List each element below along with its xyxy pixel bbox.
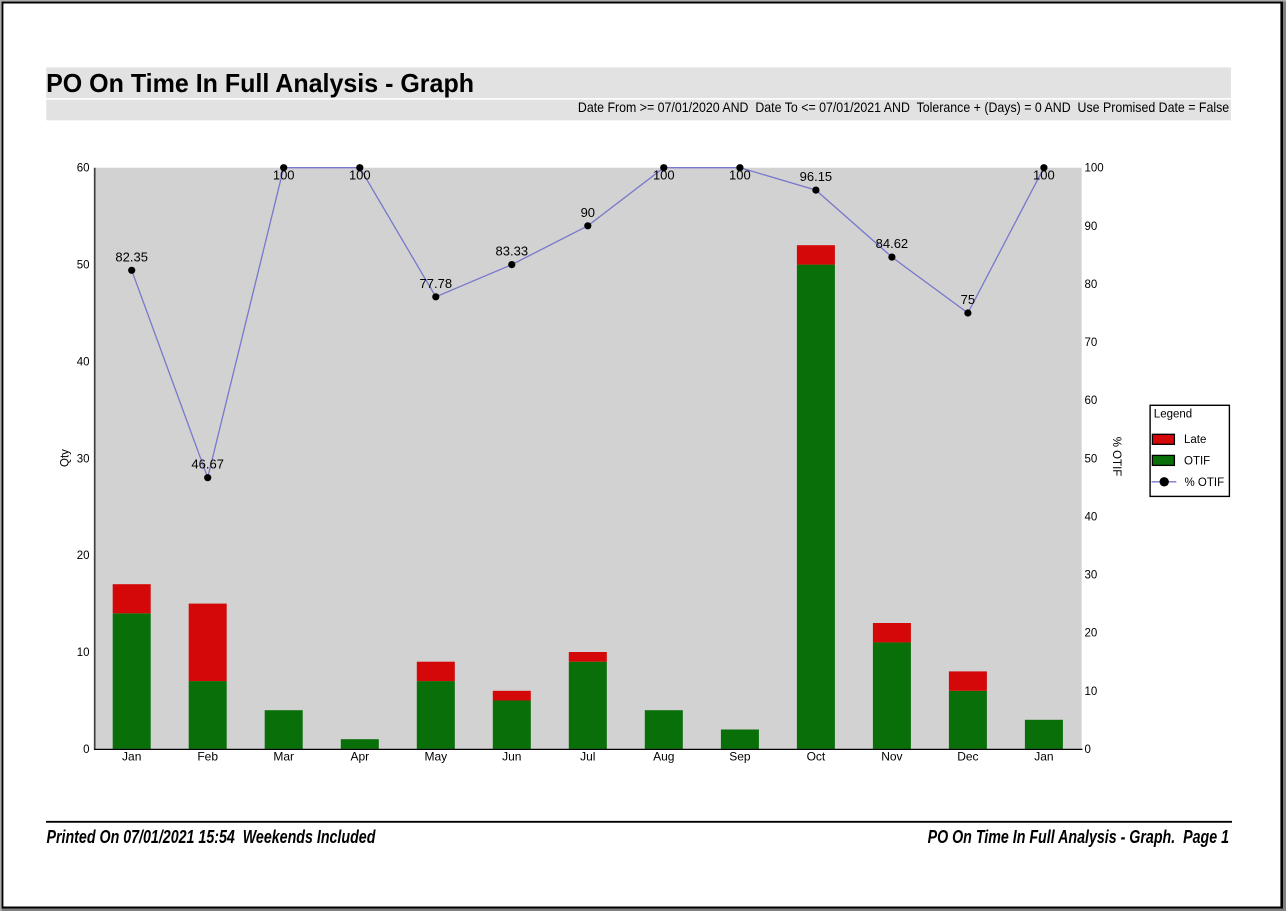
- svg-text:Jan: Jan: [122, 749, 141, 763]
- svg-text:100: 100: [653, 168, 675, 183]
- svg-text:100: 100: [273, 168, 295, 183]
- svg-text:Oct: Oct: [807, 749, 826, 763]
- svg-text:Legend: Legend: [1154, 409, 1192, 421]
- svg-text:20: 20: [77, 550, 90, 562]
- svg-text:70: 70: [1085, 337, 1098, 349]
- svg-text:100: 100: [1085, 163, 1104, 175]
- svg-text:77.78: 77.78: [420, 276, 453, 291]
- svg-text:80: 80: [1085, 279, 1098, 291]
- svg-text:20: 20: [1085, 628, 1098, 640]
- svg-text:0: 0: [1085, 744, 1091, 756]
- svg-text:Feb: Feb: [197, 749, 218, 763]
- svg-text:Qty: Qty: [60, 449, 72, 467]
- svg-text:Jul: Jul: [580, 749, 595, 763]
- svg-text:60: 60: [1085, 395, 1098, 407]
- svg-text:Jan: Jan: [1034, 749, 1053, 763]
- svg-text:30: 30: [77, 453, 90, 465]
- svg-text:60: 60: [77, 163, 90, 175]
- svg-text:PO On Time In Full Analysis -: PO On Time In Full Analysis - Graph. Pag…: [928, 827, 1229, 847]
- svg-text:82.35: 82.35: [115, 249, 148, 264]
- svg-text:96.15: 96.15: [800, 169, 833, 184]
- svg-text:84.62: 84.62: [876, 236, 909, 251]
- svg-text:Printed On 07/01/2021 15:54 W: Printed On 07/01/2021 15:54 Weekends Inc…: [47, 827, 377, 847]
- svg-text:0: 0: [83, 744, 89, 756]
- svg-text:Nov: Nov: [881, 749, 902, 763]
- svg-text:May: May: [424, 749, 447, 763]
- svg-text:PO On Time In Full Analysis -: PO On Time In Full Analysis - Graph: [46, 70, 474, 98]
- svg-text:Dec: Dec: [957, 749, 978, 763]
- svg-text:% OTIF: % OTIF: [1110, 437, 1122, 477]
- svg-text:50: 50: [1085, 453, 1098, 465]
- svg-text:Aug: Aug: [653, 749, 674, 763]
- svg-text:Sep: Sep: [729, 749, 751, 763]
- svg-text:83.33: 83.33: [496, 244, 529, 259]
- svg-text:40: 40: [1085, 511, 1098, 523]
- svg-text:% OTIF: % OTIF: [1185, 477, 1225, 489]
- svg-text:10: 10: [1085, 686, 1098, 698]
- svg-text:Date From >= 07/01/2020 AND D: Date From >= 07/01/2020 AND Date To <= 0…: [578, 99, 1229, 115]
- svg-text:10: 10: [77, 647, 90, 659]
- svg-text:100: 100: [349, 168, 371, 183]
- svg-text:100: 100: [729, 168, 751, 183]
- svg-text:OTIF: OTIF: [1184, 455, 1210, 467]
- svg-text:Late: Late: [1184, 434, 1206, 446]
- svg-text:Mar: Mar: [273, 749, 294, 763]
- svg-text:75: 75: [961, 292, 975, 307]
- svg-text:90: 90: [1085, 221, 1098, 233]
- svg-text:50: 50: [77, 260, 90, 272]
- svg-text:Apr: Apr: [350, 749, 369, 763]
- svg-text:90: 90: [581, 205, 595, 220]
- svg-text:30: 30: [1085, 570, 1098, 582]
- svg-text:46.67: 46.67: [191, 457, 224, 472]
- svg-text:40: 40: [77, 356, 90, 368]
- svg-text:100: 100: [1033, 168, 1055, 183]
- svg-text:Jun: Jun: [502, 749, 521, 763]
